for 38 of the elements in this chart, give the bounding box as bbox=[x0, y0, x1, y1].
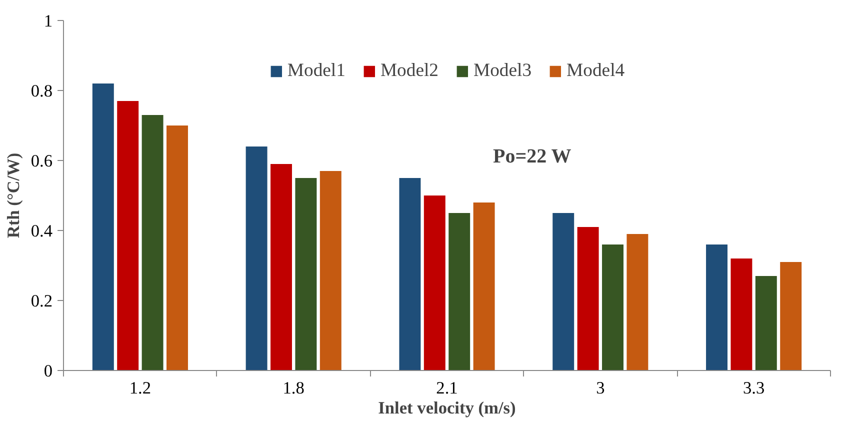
x-tick-label: 3 bbox=[596, 378, 605, 398]
x-tick-label: 3.3 bbox=[742, 378, 765, 398]
x-tick-label: 2.1 bbox=[436, 378, 458, 398]
x-axis-title: Inlet velocity (m/s) bbox=[378, 398, 516, 418]
bar bbox=[270, 164, 292, 370]
bar bbox=[473, 202, 495, 370]
bar bbox=[706, 244, 728, 370]
y-tick-label: 0.4 bbox=[30, 222, 53, 240]
legend-label: Model2 bbox=[380, 60, 438, 82]
annotation: Po=22 W bbox=[493, 146, 572, 168]
legend-label: Model1 bbox=[287, 60, 346, 82]
bar bbox=[92, 84, 114, 370]
y-tick-label: 0.6 bbox=[30, 152, 53, 170]
bar bbox=[166, 126, 188, 370]
bar bbox=[117, 101, 139, 370]
bar bbox=[626, 234, 648, 370]
legend-label: Model3 bbox=[474, 60, 532, 82]
bar bbox=[552, 213, 574, 370]
y-tick-label: 0 bbox=[44, 362, 53, 380]
y-tick-label: 0.2 bbox=[30, 292, 53, 310]
bar bbox=[730, 258, 752, 370]
bar bbox=[602, 244, 624, 370]
bar bbox=[780, 262, 802, 370]
bar bbox=[755, 276, 777, 370]
x-tick-label: 1.2 bbox=[129, 378, 152, 398]
bar bbox=[448, 213, 470, 370]
bar bbox=[142, 115, 164, 370]
bar bbox=[399, 178, 421, 370]
bar bbox=[246, 146, 268, 370]
y-axis-title: Rth (°C/W) bbox=[4, 152, 23, 238]
y-tick-label: 0.8 bbox=[30, 82, 53, 100]
y-tick-label: 1 bbox=[44, 12, 53, 30]
bar bbox=[320, 171, 342, 370]
legend-label: Model4 bbox=[566, 60, 625, 82]
bar bbox=[577, 227, 599, 370]
x-tick-label: 1.8 bbox=[282, 378, 304, 398]
bar bbox=[295, 178, 317, 370]
bar bbox=[424, 196, 446, 370]
